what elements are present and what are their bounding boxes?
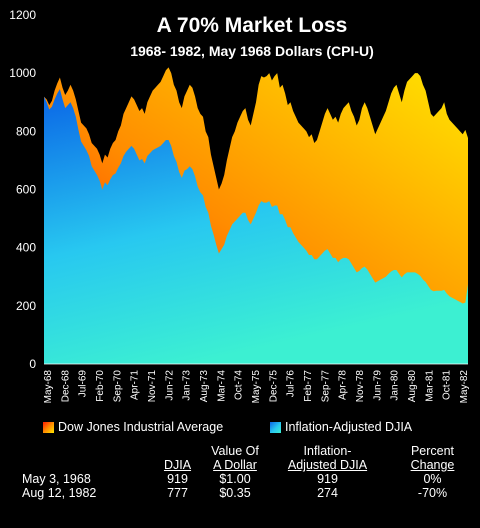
x-tick-label: May-68 — [43, 370, 54, 404]
y-tick-label: 0 — [29, 357, 36, 371]
x-tick-label: Dec-68 — [60, 370, 71, 403]
x-tick-label: Mar-81 — [424, 370, 435, 402]
header-djia: DJIA — [163, 458, 192, 472]
x-tick-label: Apr-78 — [338, 370, 349, 400]
x-tick-label: May-75 — [251, 370, 262, 404]
x-tick-label: Feb-70 — [95, 370, 106, 402]
x-tick-label: Oct-81 — [442, 370, 453, 400]
legend-item-adjusted: Inflation-Adjusted DJIA — [270, 420, 412, 434]
header-value-line2: A Dollar — [213, 458, 257, 472]
x-tick-label: Nov-78 — [355, 370, 366, 403]
x-tick-label: Apr-71 — [130, 370, 141, 400]
row-dollar-value: $1.00 — [219, 472, 251, 486]
market-loss-chart: A 70% Market Loss 1968- 1982, May 1968 D… — [9, 8, 470, 404]
legend-item-djia: Dow Jones Industrial Average — [43, 420, 223, 434]
x-tick-label: Oct-74 — [234, 370, 245, 400]
y-tick-label: 200 — [16, 299, 36, 313]
x-tick-label: Aug-80 — [407, 370, 418, 403]
x-tick-label: Nov-71 — [147, 370, 158, 403]
x-tick-label: Sep-70 — [112, 370, 123, 403]
x-tick-label: Aug-73 — [199, 370, 210, 403]
x-tick-label: Sep-77 — [320, 370, 331, 403]
y-tick-label: 1000 — [9, 66, 36, 80]
inflation-adjusted-area — [44, 89, 468, 364]
row-percent-change: 0% — [423, 472, 442, 486]
legend-label-adjusted: Inflation-Adjusted DJIA — [285, 420, 413, 434]
x-tick-label: Feb-77 — [303, 370, 314, 402]
x-tick-label: Jul-76 — [286, 370, 297, 398]
x-tick-label: Dec-75 — [268, 370, 279, 403]
row-date: May 3, 1968 — [22, 472, 91, 486]
chart-title: A 70% Market Loss — [157, 14, 348, 37]
header-adjusted-line2: Adjusted DJIA — [287, 458, 368, 472]
summary-table: Value Of Inflation- Percent DJIA A Dolla… — [0, 444, 480, 500]
y-tick-label: 800 — [16, 124, 36, 138]
header-adjusted-line1: Inflation- — [303, 444, 352, 458]
y-tick-label: 400 — [16, 241, 36, 255]
y-axis-ticks: 0 200 400 600 800 1000 1200 — [9, 8, 36, 371]
x-tick-label: Mar-74 — [216, 370, 227, 402]
y-tick-label: 600 — [16, 183, 36, 197]
x-tick-label: Jul-69 — [78, 370, 89, 398]
table-header-row-2: DJIA A Dollar Adjusted DJIA Change — [0, 458, 480, 472]
x-axis-ticks: May-68 Dec-68 Jul-69 Feb-70 Sep-70 Apr-71 Nov-… — [43, 370, 470, 404]
row-percent-change: -70% — [417, 486, 448, 500]
x-tick-label: Jan-73 — [182, 370, 193, 401]
row-djia: 919 — [167, 472, 188, 486]
legend-swatch-adjusted — [270, 421, 281, 433]
x-tick-label: Jan-80 — [390, 370, 401, 401]
legend: Dow Jones Industrial Average Inflation-A… — [0, 420, 480, 436]
row-date: Aug 12, 1982 — [22, 486, 97, 500]
table-header-row-1: Value Of Inflation- Percent — [0, 444, 480, 458]
row-adjusted-djia: 919 — [317, 472, 338, 486]
table-row: May 3, 1968 919 $1.00 919 0% — [0, 472, 480, 486]
legend-label-djia: Dow Jones Industrial Average — [58, 420, 224, 434]
row-adjusted-djia: 274 — [317, 486, 338, 500]
row-dollar-value: $0.35 — [219, 486, 251, 500]
y-tick-label: 1200 — [9, 8, 36, 22]
header-percent-line2: Change — [410, 458, 455, 472]
x-tick-label: May-82 — [459, 370, 470, 404]
header-value-line1: Value Of — [211, 444, 259, 458]
row-djia: 777 — [167, 486, 188, 500]
x-tick-label: Jun-79 — [372, 370, 383, 401]
header-percent-line1: Percent — [410, 444, 455, 458]
table-row: Aug 12, 1982 777 $0.35 274 -70% — [0, 486, 480, 500]
legend-swatch-djia — [43, 421, 54, 433]
chart-subtitle: 1968- 1982, May 1968 Dollars (CPI-U) — [130, 43, 374, 59]
x-tick-label: Jun-72 — [164, 370, 175, 401]
